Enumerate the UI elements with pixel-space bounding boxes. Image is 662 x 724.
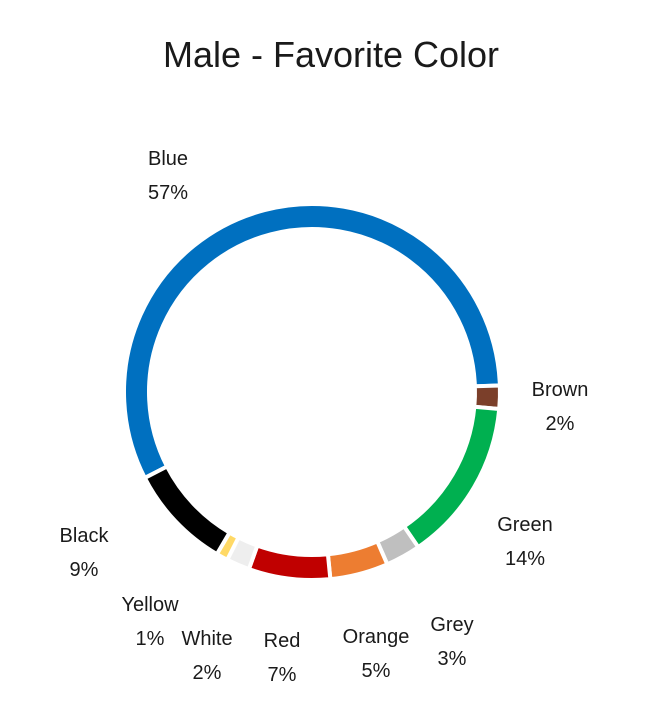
data-label-value: 5% xyxy=(362,660,391,682)
data-label-name: Green xyxy=(497,514,553,536)
slice-black xyxy=(142,463,233,557)
data-label-red: Red 7% xyxy=(264,630,301,686)
data-label-name: Orange xyxy=(343,626,410,648)
slice-red xyxy=(246,543,333,582)
data-label-value: 2% xyxy=(193,662,222,684)
data-label-blue: Blue 57% xyxy=(148,148,188,204)
data-label-value: 7% xyxy=(268,664,297,686)
data-label-name: White xyxy=(181,628,232,650)
data-label-name: Brown xyxy=(532,379,589,401)
data-label-value: 2% xyxy=(546,413,575,435)
data-label-value: 9% xyxy=(70,559,99,581)
data-label-yellow: Yellow 1% xyxy=(121,594,179,650)
slice-green xyxy=(401,404,502,550)
data-label-value: 57% xyxy=(148,182,188,204)
data-label-black: Black 9% xyxy=(60,525,110,581)
data-label-value: 14% xyxy=(505,548,545,570)
data-label-value: 3% xyxy=(438,648,467,670)
data-label-name: Black xyxy=(60,525,110,547)
data-label-name: Red xyxy=(264,630,301,652)
slice-orange xyxy=(325,538,390,582)
data-label-green: Green 14% xyxy=(497,514,553,570)
data-label-name: Blue xyxy=(148,148,188,170)
chart-title: Male - Favorite Color xyxy=(162,34,500,75)
data-label-name: Grey xyxy=(430,614,473,636)
data-label-value: 1% xyxy=(136,628,165,650)
data-label-orange: Orange 5% xyxy=(343,626,410,682)
data-label-white: White 2% xyxy=(181,628,232,684)
data-label-name: Yellow xyxy=(121,594,179,616)
slice-blue xyxy=(122,202,502,481)
data-label-brown: Brown 2% xyxy=(532,379,589,435)
data-label-grey: Grey 3% xyxy=(430,614,473,670)
